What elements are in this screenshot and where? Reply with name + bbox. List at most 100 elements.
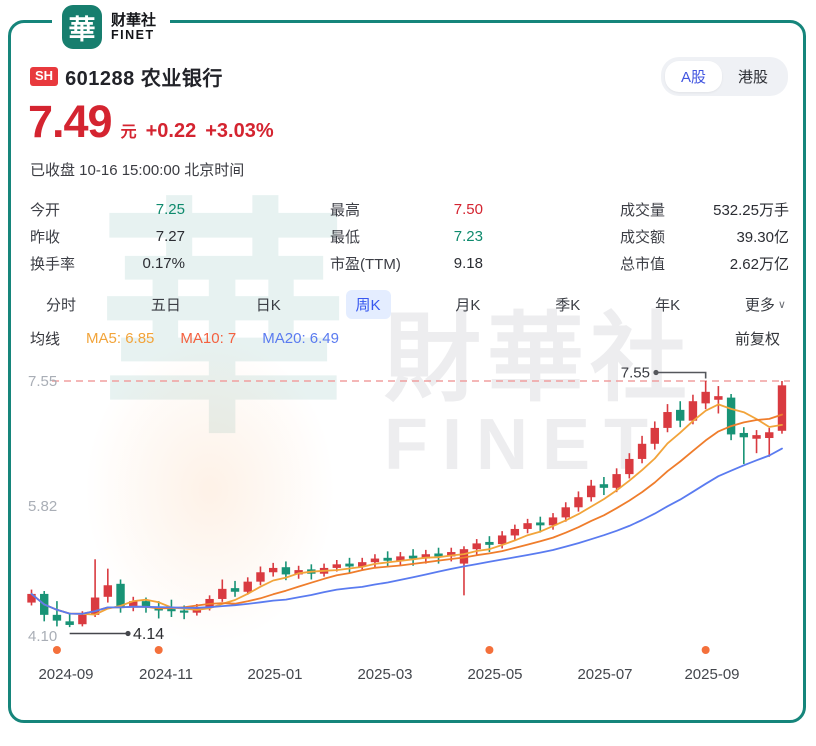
legend-ma10: MA10: 7 — [180, 330, 237, 347]
period-tabs: 分时 五日 日K 周K 月K 季K 年K 更多 ∨ — [36, 290, 786, 319]
stat-low-label: 最低 — [330, 229, 361, 246]
candle-body — [739, 432, 749, 438]
candle-body — [179, 610, 189, 613]
tab-five-day[interactable]: 五日 — [150, 297, 181, 314]
stock-title: 601288 农业银行 — [65, 68, 223, 90]
stat-low-value: 7.23 — [453, 228, 483, 245]
candle-body — [141, 601, 151, 608]
candle-body — [345, 563, 354, 567]
candle-body — [574, 497, 583, 508]
market-tab-h-share[interactable]: 港股 — [737, 69, 768, 86]
ma5-line — [30, 403, 783, 616]
stat-open-label: 今开 — [30, 202, 61, 219]
y-axis-label-5.82: 5.82 — [28, 498, 57, 515]
stat-prev-close-value: 7.27 — [155, 228, 185, 245]
exchange-badge: SH — [30, 67, 59, 86]
low-annotation-label: 4.14 — [133, 626, 164, 643]
candle-body — [256, 572, 265, 582]
market-toggle: A股 港股 — [660, 57, 788, 96]
tab-quarter-k[interactable]: 季K — [555, 297, 581, 314]
stat-turnover-value: 39.30亿 — [736, 229, 789, 246]
stat-high-value: 7.50 — [453, 201, 483, 218]
candle-body — [421, 554, 431, 559]
x-axis-label-2025-03: 2025-03 — [357, 666, 412, 683]
finet-logo-char: 華 — [68, 14, 96, 45]
stat-high: 最高 7.50 — [330, 196, 483, 223]
candle-body — [230, 588, 240, 592]
high-annotation-line — [656, 371, 707, 379]
stat-prev-close: 昨收 7.27 — [30, 223, 185, 250]
candle-body — [434, 553, 443, 557]
tab-week-k[interactable]: 周K — [345, 290, 391, 319]
legend-ma20: MA20: 6.49 — [262, 330, 339, 347]
tab-year-k[interactable]: 年K — [655, 297, 681, 314]
stock-header: SH 601288 农业银行 — [30, 62, 223, 91]
high-annotation-label: 7.55 — [621, 365, 650, 382]
candle-body — [676, 409, 685, 421]
y-axis-label-4.10: 4.10 — [28, 628, 57, 645]
tab-minute[interactable]: 分时 — [46, 297, 77, 314]
stat-volume-value: 532.25万手 — [713, 202, 789, 219]
candle-body — [332, 564, 341, 568]
tab-more-label: 更多 — [744, 297, 775, 314]
candle-body — [485, 541, 494, 545]
ma20-line — [30, 447, 783, 615]
x-axis-label-2025-07: 2025-07 — [577, 666, 632, 683]
stat-open-value: 7.25 — [155, 201, 185, 218]
stat-turnover: 成交额 39.30亿 — [620, 223, 789, 250]
stat-volume: 成交量 532.25万手 — [620, 196, 789, 223]
candle-body — [281, 567, 291, 575]
candle-body — [408, 555, 418, 559]
brand-logo-text: 财華社 FINET — [111, 12, 156, 43]
ma-legend-title: 均线 — [30, 331, 61, 348]
event-dot — [485, 646, 494, 654]
candle-body — [688, 401, 698, 421]
candle-body — [167, 609, 176, 612]
stat-market-cap-value: 2.62万亿 — [729, 256, 789, 273]
tab-month-k[interactable]: 月K — [455, 297, 481, 314]
candle-body — [129, 601, 138, 607]
candle-body — [65, 621, 74, 625]
event-dot — [701, 646, 710, 654]
candle-body — [663, 412, 672, 428]
price-unit: 元 — [120, 124, 137, 141]
stat-turnover-rate: 换手率 0.17% — [30, 250, 185, 277]
x-axis-label-2025-09: 2025-09 — [684, 666, 739, 683]
candlestick-chart[interactable]: 7.55 5.82 4.10 7.55 4.14 2024-09 2024-11 2025-0… — [0, 360, 816, 690]
candle-body — [777, 385, 787, 431]
market-status: 已收盘 10-16 15:00:00 北京时间 — [30, 162, 245, 179]
stat-prev-close-label: 昨收 — [30, 229, 61, 246]
candle-body — [497, 535, 507, 545]
candle-body — [383, 557, 392, 561]
stat-turnover-label: 成交额 — [620, 229, 666, 246]
stat-volume-label: 成交量 — [620, 202, 666, 219]
candle-body — [612, 474, 621, 488]
stat-low: 最低 7.23 — [330, 223, 483, 250]
legend-ma5: MA5: 6.85 — [86, 330, 155, 347]
candle-body — [523, 523, 532, 529]
candle-body — [472, 543, 481, 550]
candle-body — [548, 517, 558, 526]
adjust-mode-button[interactable]: 前复权 — [734, 331, 780, 348]
stat-pe-ttm-label: 市盈(TTM) — [330, 256, 401, 273]
candle-body — [637, 443, 647, 459]
price-change-percent: +3.03% — [205, 120, 274, 142]
stat-turnover-rate-value: 0.17% — [142, 255, 185, 272]
candle-body — [90, 597, 100, 615]
price-change: +0.22 — [145, 120, 197, 142]
candle-body — [765, 432, 774, 439]
stats-column-2: 最高 7.50 最低 7.23 市盈(TTM) 9.18 — [330, 196, 483, 277]
tab-day-k[interactable]: 日K — [255, 297, 281, 314]
candle-body — [116, 583, 125, 607]
ma-legend-row: 均线 MA5: 6.85 MA10: 7 MA20: 6.49 前复权 — [30, 328, 780, 349]
stat-market-cap-label: 总市值 — [620, 256, 666, 273]
candle-body — [243, 581, 252, 592]
candle-body — [625, 458, 634, 475]
high-annotation-dot — [653, 369, 659, 376]
stat-pe-ttm-value: 9.18 — [453, 255, 483, 272]
market-tab-a-share[interactable]: A股 — [664, 61, 722, 92]
candle-body — [561, 507, 570, 518]
tab-more[interactable]: 更多 ∨ — [745, 294, 786, 315]
candle-body — [78, 614, 87, 625]
stat-high-label: 最高 — [330, 202, 361, 219]
